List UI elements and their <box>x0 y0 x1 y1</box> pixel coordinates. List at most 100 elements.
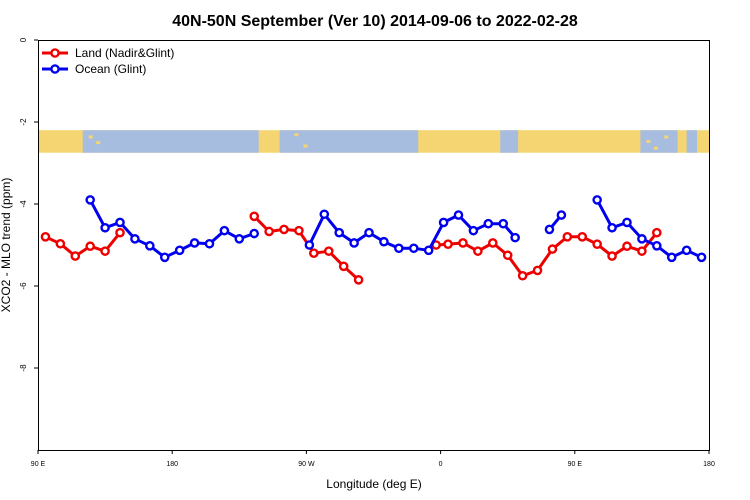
data-point <box>85 195 95 205</box>
data-point <box>483 218 494 229</box>
data-point <box>487 238 498 248</box>
data-point <box>473 246 483 256</box>
data-point <box>338 261 349 272</box>
map-band-ocean <box>686 130 698 153</box>
x-axis: 90 E 180 90 W 0 90 E 180 <box>31 450 715 468</box>
map-band-island <box>303 144 308 148</box>
x-tick-label: 180 <box>166 461 178 468</box>
chart-title: 40N-50N September (Ver 10) 2014-09-06 to… <box>172 13 578 30</box>
data-point <box>607 222 617 233</box>
map-band-island <box>448 142 453 146</box>
data-point <box>453 210 464 220</box>
data-point <box>234 234 245 244</box>
data-point <box>637 246 647 256</box>
data-point <box>408 243 419 254</box>
data-point <box>279 224 289 235</box>
data-point <box>577 231 588 242</box>
data-point <box>309 248 319 258</box>
data-point <box>637 234 647 244</box>
data-point <box>652 227 662 238</box>
data-point <box>349 238 359 248</box>
x-tick-label: 0 <box>439 461 443 468</box>
data-point <box>115 227 125 238</box>
y-tick-label: -4 <box>19 200 28 208</box>
data-point <box>394 243 404 254</box>
data-point <box>423 245 434 256</box>
data-point <box>249 211 260 222</box>
series-line <box>436 231 658 278</box>
data-point <box>652 241 662 251</box>
x-tick-label: 180 <box>703 461 715 468</box>
data-point <box>622 241 632 252</box>
map-band-island <box>434 137 439 141</box>
data-point <box>334 227 345 238</box>
series-line <box>88 199 255 259</box>
plot-frame <box>38 40 710 451</box>
data-point <box>40 231 51 242</box>
data-point <box>70 251 81 261</box>
data-point <box>556 210 567 220</box>
data-point <box>666 252 677 263</box>
data-point <box>174 245 185 256</box>
data-point <box>517 270 528 281</box>
map-band-ocean <box>82 130 259 153</box>
data-point <box>544 224 555 235</box>
x-axis-label: Longitude (deg E) <box>326 477 421 491</box>
data-point <box>498 218 509 229</box>
y-axis-label: XCO2 - MLO trend (ppm) <box>0 178 13 313</box>
data-point <box>55 238 66 249</box>
data-point <box>592 195 602 205</box>
data-point <box>115 217 125 228</box>
legend-entry: Land (Nadir&Glint) <box>75 46 174 60</box>
data-point <box>353 275 364 285</box>
map-band-island <box>88 135 93 139</box>
y-axis: 0 -2 -4 -6 -8 <box>19 37 38 372</box>
data-point <box>622 217 632 228</box>
data-point <box>100 222 110 233</box>
data-point <box>681 245 692 256</box>
data-point <box>100 246 110 256</box>
legend-entry: Ocean (Glint) <box>75 62 146 76</box>
data-point <box>438 217 449 228</box>
data-point <box>323 246 334 256</box>
data-point <box>468 225 479 236</box>
data-point <box>219 225 230 236</box>
map-band-island <box>653 146 658 150</box>
data-point <box>85 241 95 252</box>
data-point <box>443 239 453 249</box>
map-band-island <box>96 141 101 145</box>
x-tick-label: 90 E <box>31 461 46 468</box>
map-band-island <box>664 135 669 139</box>
data-point <box>592 239 602 249</box>
data-point <box>547 244 558 254</box>
legend-swatch-marker <box>50 64 60 74</box>
data-point <box>304 240 315 250</box>
x-tick-label: 90 W <box>298 461 315 468</box>
y-tick-label: -8 <box>19 364 28 372</box>
legend: Land (Nadir&Glint) Ocean (Glint) <box>42 46 174 76</box>
data-point <box>364 227 374 238</box>
data-point <box>562 231 573 242</box>
map-band-island <box>455 134 460 138</box>
data-point <box>510 232 520 243</box>
data-point <box>130 234 140 244</box>
y-tick-label: -6 <box>19 282 28 290</box>
data-point <box>294 225 304 236</box>
data-point <box>379 236 389 247</box>
y-tick-label: 0 <box>19 37 28 42</box>
series-land <box>40 211 662 285</box>
data-point <box>159 252 170 263</box>
data-point <box>502 250 513 261</box>
data-point <box>696 252 707 263</box>
series-layer <box>40 195 707 285</box>
y-tick-label: -2 <box>19 118 28 126</box>
map-band-ocean <box>640 130 678 153</box>
data-point <box>607 251 617 261</box>
data-point <box>532 265 543 276</box>
data-point <box>189 238 200 248</box>
data-point <box>145 241 155 251</box>
map-band-island <box>646 139 651 143</box>
world-map-band <box>38 130 709 153</box>
data-point <box>264 226 274 237</box>
series-ocean <box>85 195 707 263</box>
